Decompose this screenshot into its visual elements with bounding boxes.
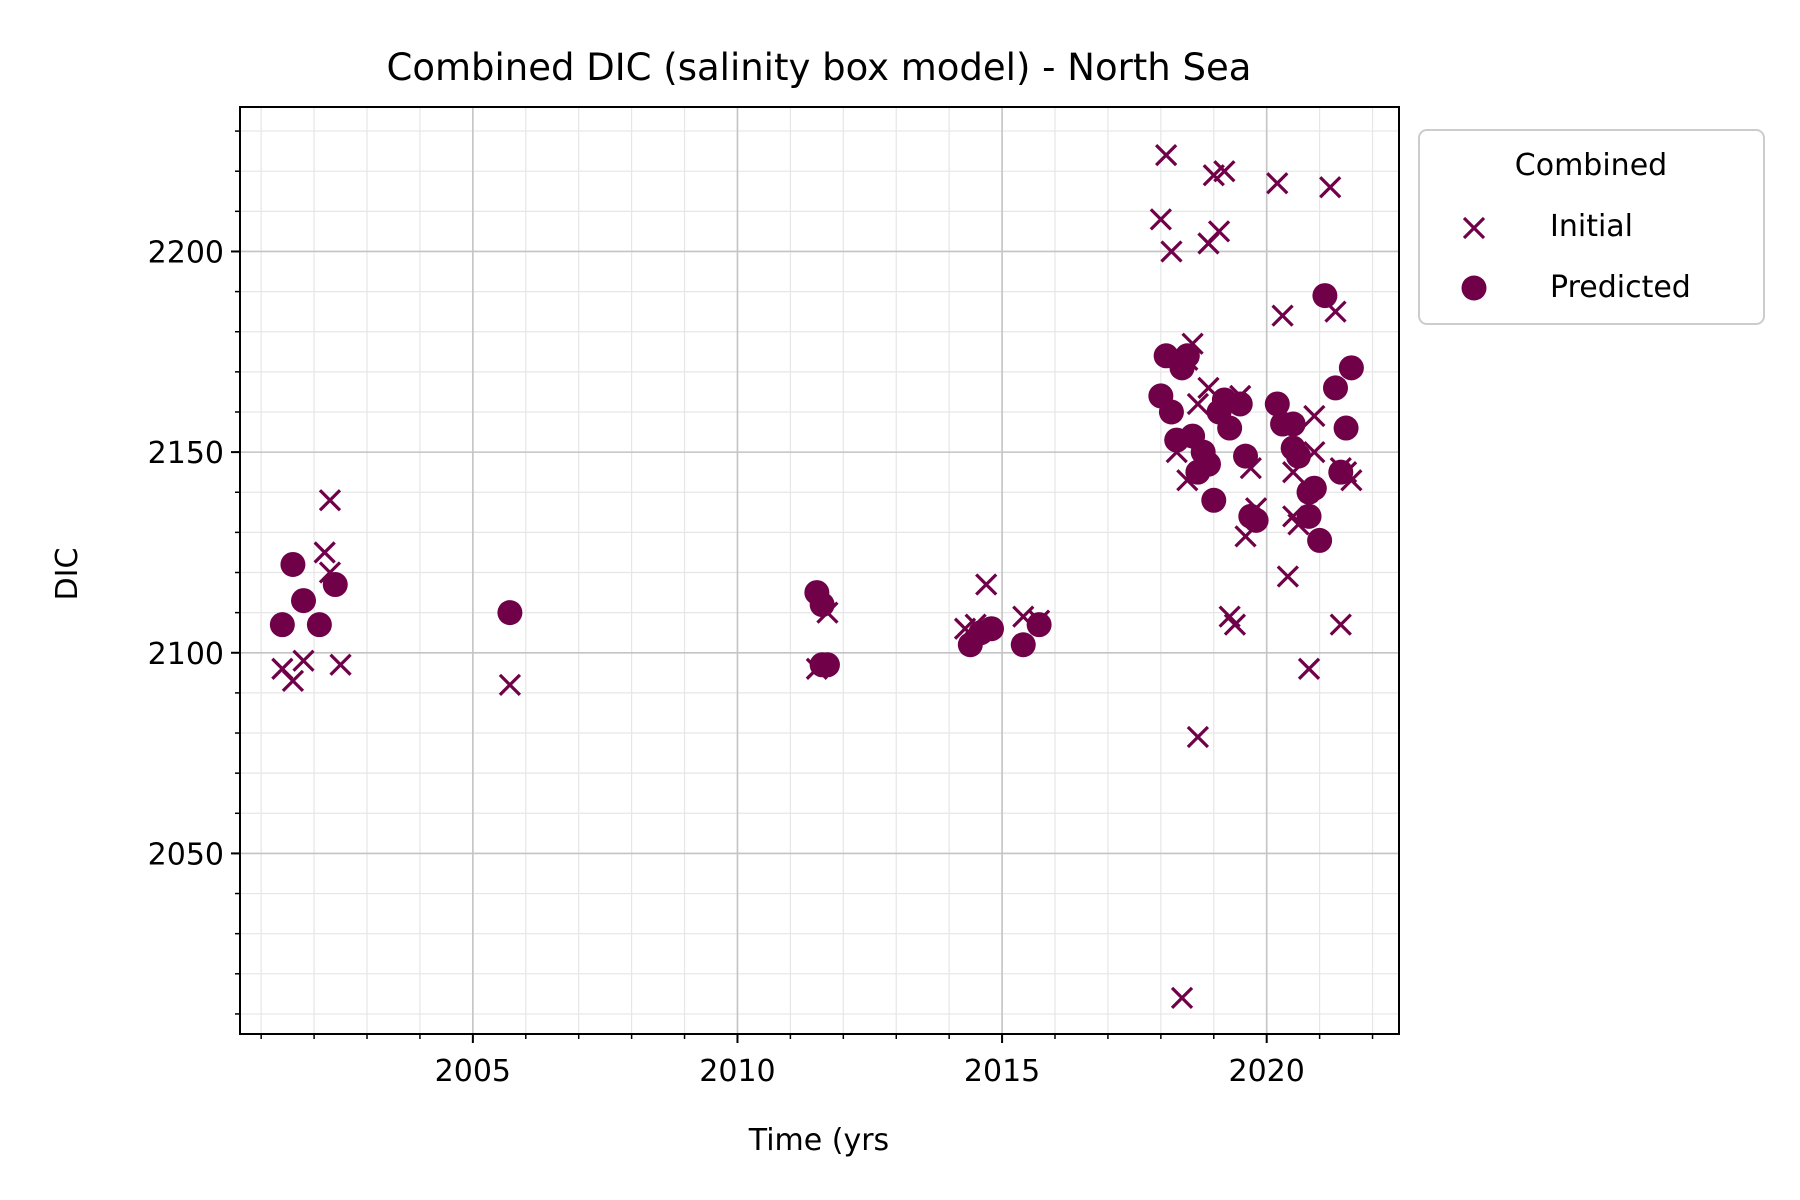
- data-point-predicted: [280, 551, 306, 577]
- y-axis-label: DIC: [50, 548, 85, 601]
- data-point-predicted: [1307, 527, 1333, 553]
- x-tick-label: 2005: [435, 1054, 511, 1089]
- data-point-predicted: [269, 612, 295, 638]
- x-axis-label: Time (yrs: [748, 1123, 889, 1158]
- data-point-predicted: [809, 592, 835, 618]
- data-point-initial: [1276, 565, 1299, 588]
- data-point-predicted: [1195, 451, 1221, 477]
- data-point-initial: [292, 649, 315, 672]
- data-point-predicted: [1322, 375, 1348, 401]
- grid: [240, 107, 1399, 1034]
- data-point-initial: [1207, 220, 1231, 243]
- data-point-predicted: [1233, 443, 1259, 469]
- data-point-initial: [1149, 208, 1172, 231]
- data-point-initial: [1303, 404, 1326, 428]
- x-tick-label: 2020: [1229, 1054, 1305, 1089]
- data-point-initial: [1155, 144, 1178, 167]
- data-point-initial: [1186, 725, 1210, 749]
- data-point-initial: [1297, 657, 1321, 680]
- data-point-initial: [281, 669, 305, 692]
- data-point-predicted: [1285, 443, 1311, 469]
- x-tick-label: 2010: [699, 1054, 775, 1089]
- legend: Combined Initial Predicted: [1418, 129, 1765, 325]
- series-layer: [269, 144, 1364, 1010]
- plot-frame: [239, 106, 1400, 1035]
- legend-marker-predicted: [1461, 275, 1487, 301]
- legend-label-initial: Initial: [1550, 209, 1633, 244]
- data-point-predicted: [1301, 475, 1327, 501]
- x-tick-label: 2015: [964, 1054, 1040, 1089]
- data-point-initial: [329, 653, 352, 676]
- data-point-initial: [1213, 160, 1236, 183]
- series-initial: [271, 144, 1363, 1010]
- data-point-initial: [1160, 240, 1183, 263]
- axis-ticks: 2005 2010 2015 2020 2050 2100 2150 2200: [148, 130, 1374, 1089]
- legend-circle-marker: [1461, 275, 1487, 301]
- data-point-predicted: [1243, 507, 1269, 533]
- series-predicted: [269, 283, 1364, 678]
- data-point-predicted: [322, 572, 348, 598]
- legend-title: Combined: [1515, 148, 1667, 183]
- legend-marker-initial: [1462, 216, 1486, 240]
- data-point-predicted: [1174, 343, 1200, 369]
- data-point-predicted: [1296, 503, 1322, 529]
- data-point-predicted: [1264, 391, 1290, 417]
- data-point-initial: [1170, 986, 1194, 1010]
- y-tick-label: 2100: [148, 637, 224, 672]
- data-point-initial: [1223, 613, 1247, 636]
- data-point-predicted: [814, 652, 840, 678]
- data-point-predicted: [1328, 459, 1354, 485]
- data-point-predicted: [1280, 411, 1306, 437]
- data-point-initial: [1319, 176, 1342, 199]
- data-point-initial: [1329, 613, 1352, 636]
- data-point-predicted: [1201, 487, 1227, 513]
- data-point-predicted: [1333, 415, 1359, 441]
- data-point-predicted: [291, 588, 317, 614]
- data-point-predicted: [497, 600, 523, 626]
- data-point-initial: [1271, 304, 1294, 327]
- y-tick-label: 2050: [148, 837, 224, 872]
- chart-title: Combined DIC (salinity box model) - Nort…: [387, 46, 1252, 89]
- data-point-initial: [498, 673, 522, 697]
- data-point-predicted: [1026, 612, 1052, 638]
- data-point-initial: [313, 541, 336, 564]
- data-point-initial: [1186, 392, 1210, 416]
- data-point-initial: [318, 489, 342, 512]
- data-point-predicted: [1227, 391, 1253, 417]
- data-point-predicted: [978, 616, 1004, 642]
- data-point-initial: [1266, 172, 1289, 195]
- y-tick-label: 2200: [148, 235, 224, 270]
- data-point-predicted: [1010, 632, 1036, 658]
- data-point-predicted: [1338, 355, 1364, 381]
- legend-box: [1418, 129, 1765, 325]
- legend-x-marker: [1462, 216, 1486, 240]
- data-point-predicted: [1312, 283, 1338, 309]
- data-point-predicted: [1217, 415, 1243, 441]
- data-point-predicted: [306, 612, 332, 638]
- legend-label-predicted: Predicted: [1550, 270, 1691, 305]
- y-tick-label: 2150: [148, 436, 224, 471]
- data-point-initial: [975, 573, 998, 596]
- data-point-predicted: [1158, 399, 1184, 425]
